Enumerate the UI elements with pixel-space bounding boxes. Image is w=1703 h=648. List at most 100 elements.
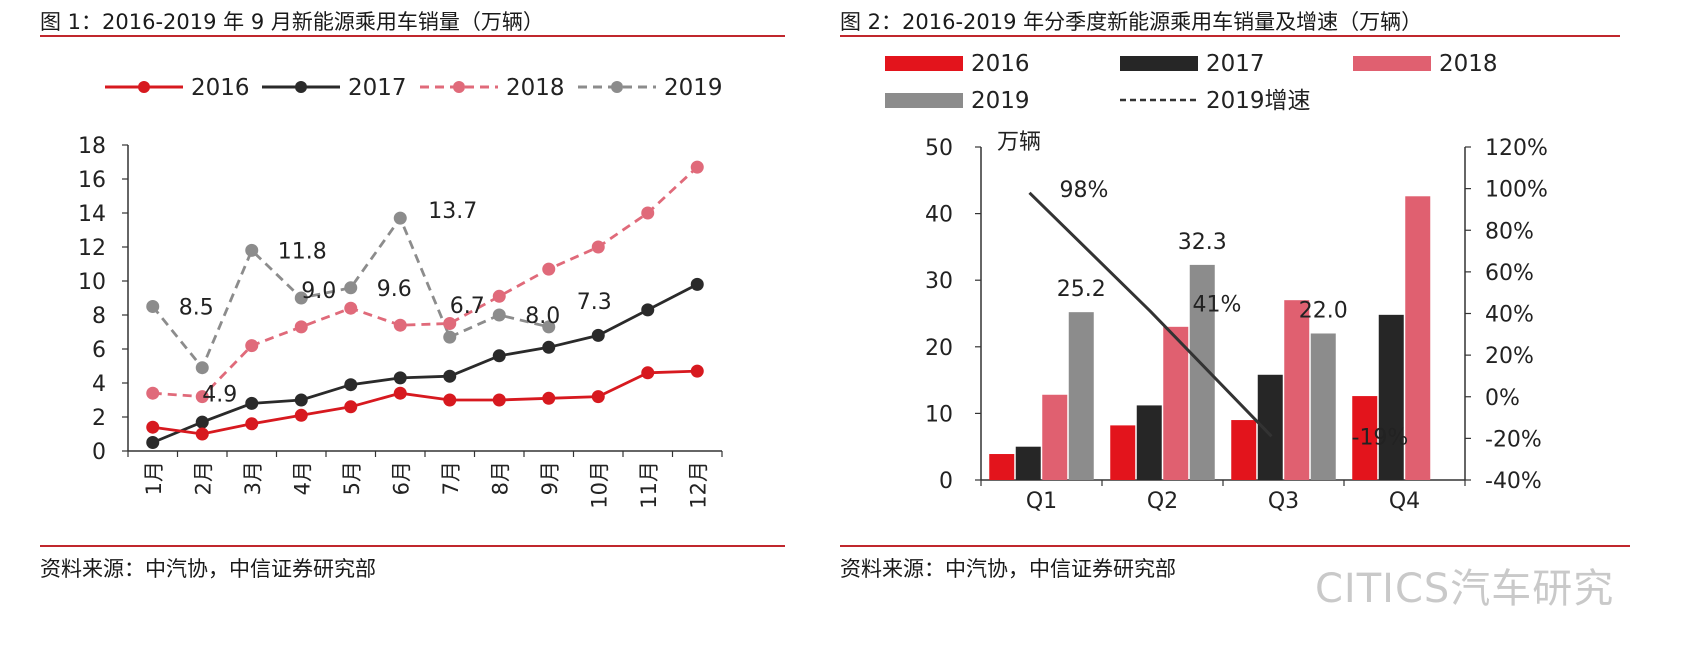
y2-tick-label: 60%	[1485, 261, 1534, 286]
data-point-2017	[443, 369, 457, 383]
data-point-2018	[245, 339, 259, 353]
data-point-2016	[146, 420, 160, 434]
bar-label-2019: 25.2	[1057, 277, 1106, 302]
figure-2-source: 资料来源：中汽协，中信证券研究部	[840, 557, 1176, 581]
data-point-2019	[294, 291, 308, 305]
bar-label-2019: 22.0	[1299, 298, 1348, 323]
x-tick-label: 12月	[686, 461, 710, 509]
data-point-2017	[492, 349, 506, 363]
data-point-2018	[393, 318, 407, 332]
chart-panel-1: 图 1：2016-2019 年 9 月新能源乘用车销量（万辆） 2016 2017…	[40, 10, 785, 581]
data-point-2018	[146, 386, 160, 400]
source-rule-1	[40, 545, 785, 547]
data-point-2019	[195, 361, 209, 375]
y2-tick-label: 120%	[1485, 136, 1548, 161]
figure-2-title: 图 2：2016-2019 年分季度新能源乘用车销量及增速（万辆）	[840, 10, 1423, 34]
legend-swatch-2019	[885, 93, 963, 108]
data-point-2017	[146, 436, 160, 449]
growth-line	[1028, 191, 1273, 438]
growth-label: 98%	[1060, 178, 1109, 203]
x-tick-label: 5月	[340, 461, 364, 495]
data-label-2019: 11.8	[278, 239, 327, 264]
title-rule-2	[840, 35, 1620, 37]
bar-2016-Q1	[989, 454, 1015, 480]
data-point-2018	[542, 262, 556, 276]
x-tick-label: 11月	[637, 461, 661, 509]
data-point-2016	[443, 393, 457, 407]
bar-2016-Q2	[1110, 425, 1136, 480]
bar-2018-Q1	[1042, 394, 1068, 480]
data-label-2019: 9.0	[301, 279, 336, 304]
bar-2016-Q4	[1352, 396, 1378, 480]
legend-label-2016: 2016	[191, 75, 250, 101]
chart-panel-2: 图 2：2016-2019 年分季度新能源乘用车销量及增速（万辆） 2016 20…	[840, 0, 1703, 648]
legend-swatch-2016	[885, 56, 963, 71]
x-tick-label: 4月	[290, 461, 314, 495]
figure-1-title: 图 1：2016-2019 年 9 月新能源乘用车销量（万辆）	[40, 10, 544, 34]
legend-label-2016: 2016	[971, 51, 1030, 77]
data-point-2019	[245, 243, 259, 257]
bar-2018-Q3	[1284, 300, 1310, 480]
data-point-2017	[591, 328, 605, 342]
data-point-2016	[294, 408, 308, 422]
data-point-2016	[344, 400, 358, 414]
y-tick-label: 18	[78, 134, 106, 159]
series-line-2016	[152, 369, 698, 436]
y-tick-label: 2	[92, 406, 106, 431]
legend-label-2018: 2018	[1439, 51, 1498, 77]
x-tick-label: Q3	[1268, 489, 1299, 514]
data-label-2019: 8.5	[179, 296, 214, 321]
data-point-2016	[542, 391, 556, 405]
data-point-2018	[344, 301, 358, 315]
legend-label-2018: 2018	[506, 75, 565, 101]
bar-2018-Q2	[1163, 326, 1189, 480]
y-tick-label: 14	[78, 202, 106, 227]
y-tick-label: 0	[92, 440, 106, 465]
data-point-2016	[245, 417, 259, 431]
watermark: CITICS汽车研究	[1315, 566, 1615, 612]
data-point-2017	[344, 378, 358, 392]
data-label-2019: 8.0	[525, 304, 560, 329]
legend-label-2019: 2019	[971, 88, 1030, 114]
legend-label-2019: 2019	[664, 75, 723, 101]
data-point-2018	[195, 390, 209, 404]
data-point-2017	[641, 303, 655, 317]
bar-2017-Q4	[1378, 314, 1404, 480]
legend-swatch-2018	[1353, 56, 1431, 71]
data-point-2016	[591, 390, 605, 404]
bar-2019-Q1	[1068, 312, 1094, 480]
data-label-2019: 6.7	[450, 294, 485, 319]
legend-marker-2018	[453, 81, 465, 93]
line-chart: 2016 2017 2018 2019 0 2 4 6 8 10 12 14 16 18 1月 2月 3月 4月 5…	[78, 75, 723, 509]
x-tick-label: Q1	[1026, 489, 1057, 514]
legend-swatch-2017	[1120, 56, 1198, 71]
series-line-2018	[152, 166, 699, 399]
x-tick-label: 10月	[587, 461, 611, 509]
bar-2017-Q1	[1015, 446, 1041, 480]
data-point-2019	[393, 211, 407, 225]
data-point-2016	[195, 427, 209, 441]
data-point-2017	[195, 415, 209, 429]
x-tick-label: 7月	[439, 461, 463, 495]
data-point-2018	[591, 240, 605, 254]
y-tick-label: 6	[92, 338, 106, 363]
data-point-2018	[294, 320, 308, 334]
data-point-2018	[443, 317, 457, 330]
y-tick-label: 40	[925, 203, 953, 228]
data-point-2016	[641, 366, 655, 380]
growth-label: 41%	[1193, 292, 1242, 317]
y-tick-label: 20	[925, 336, 953, 361]
data-label-2019: 13.7	[428, 199, 477, 224]
data-point-2017	[690, 277, 704, 291]
series-line-2017	[152, 283, 698, 444]
y2-tick-label: 100%	[1485, 178, 1548, 203]
data-point-2017	[393, 371, 407, 385]
y2-tick-label: 0%	[1485, 386, 1520, 411]
bar-2019-Q3	[1310, 333, 1336, 480]
legend-marker-2019	[611, 81, 623, 93]
legend-marker-2017	[295, 81, 307, 93]
bar-label-2019: 32.3	[1178, 230, 1227, 255]
y-axis-unit: 万辆	[997, 130, 1041, 155]
data-point-2019	[344, 281, 358, 295]
legend-marker-2016	[138, 81, 150, 93]
